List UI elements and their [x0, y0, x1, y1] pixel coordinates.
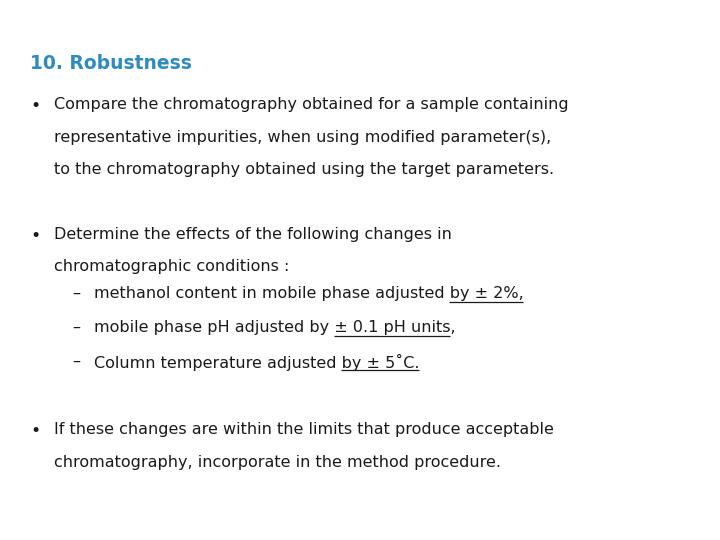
Text: mobile phase pH adjusted by ± 0.1 pH units,: mobile phase pH adjusted by ± 0.1 pH uni…	[94, 320, 455, 335]
Text: chromatographic conditions :: chromatographic conditions :	[54, 259, 289, 274]
Text: Determine the effects of the following changes in: Determine the effects of the following c…	[54, 227, 452, 242]
Text: chromatography, incorporate in the method procedure.: chromatography, incorporate in the metho…	[54, 455, 501, 470]
Text: Compare the chromatography obtained for a sample containing: Compare the chromatography obtained for …	[54, 97, 569, 112]
Text: •: •	[30, 97, 40, 115]
Text: •: •	[30, 422, 40, 440]
Text: If these changes are within the limits that produce acceptable: If these changes are within the limits t…	[54, 422, 554, 437]
Text: –: –	[72, 320, 80, 335]
Text: to the chromatography obtained using the target parameters.: to the chromatography obtained using the…	[54, 162, 554, 177]
Text: 10. Robustness: 10. Robustness	[30, 54, 192, 73]
Text: –: –	[72, 354, 80, 369]
Text: Column temperature adjusted by ± 5˚C.: Column temperature adjusted by ± 5˚C.	[94, 354, 419, 372]
Text: –: –	[72, 286, 80, 301]
Text: •: •	[30, 227, 40, 245]
Text: representative impurities, when using modified parameter(s),: representative impurities, when using mo…	[54, 130, 552, 145]
Text: methanol content in mobile phase adjusted by ± 2%,: methanol content in mobile phase adjuste…	[94, 286, 523, 301]
